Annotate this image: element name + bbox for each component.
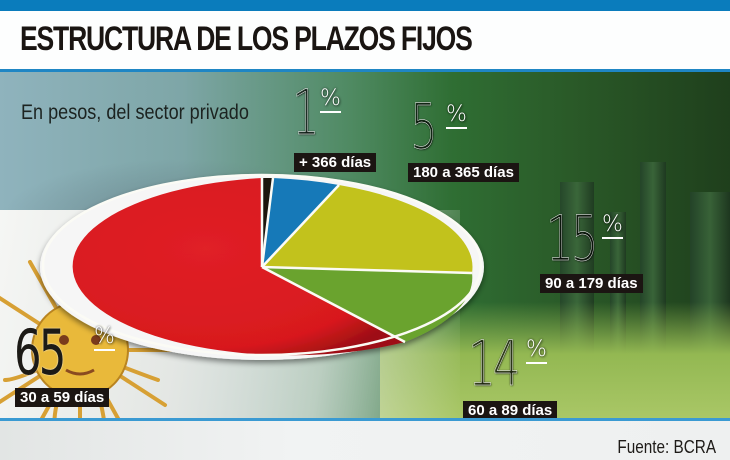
slice-90-179-dias: [262, 185, 473, 273]
percent-sign: %: [602, 212, 623, 239]
chart-title: ESTRUCTURA DE LOS PLAZOS FIJOS: [20, 20, 473, 58]
title-divider: [0, 69, 730, 72]
percent-sign: %: [320, 86, 341, 113]
top-color-band: [0, 0, 730, 11]
source-note: Fuente: BCRA: [617, 437, 716, 457]
footer-bar: [0, 421, 730, 460]
value-label-60-89-dias: 14 %: [468, 327, 547, 400]
slice-60-89-dias: [262, 267, 473, 342]
range-tag-180-365-dias: 180 a 365 días: [408, 163, 519, 182]
percent-sign: %: [526, 337, 547, 364]
chart-subtitle: En pesos, del sector privado: [21, 101, 249, 124]
slice-30-59-dias: [72, 178, 405, 356]
range-tag-60-89-dias: 60 a 89 días: [463, 401, 558, 420]
title-bar: [0, 11, 730, 69]
range-tag-366-dias: + 366 días: [294, 153, 377, 172]
range-tag-30-59-dias: 30 a 59 días: [15, 388, 110, 407]
percent-sign: %: [94, 324, 115, 351]
footer-divider: [0, 418, 730, 421]
percent-sign: %: [446, 102, 467, 129]
value-label-366-dias: 1 %: [292, 76, 341, 149]
value-label-30-59-dias: 65 %: [14, 316, 115, 389]
value-label-180-365-dias: 5 %: [410, 90, 467, 163]
value-label-90-179-dias: 15 %: [546, 202, 623, 275]
range-tag-90-179-dias: 90 a 179 días: [540, 274, 643, 293]
